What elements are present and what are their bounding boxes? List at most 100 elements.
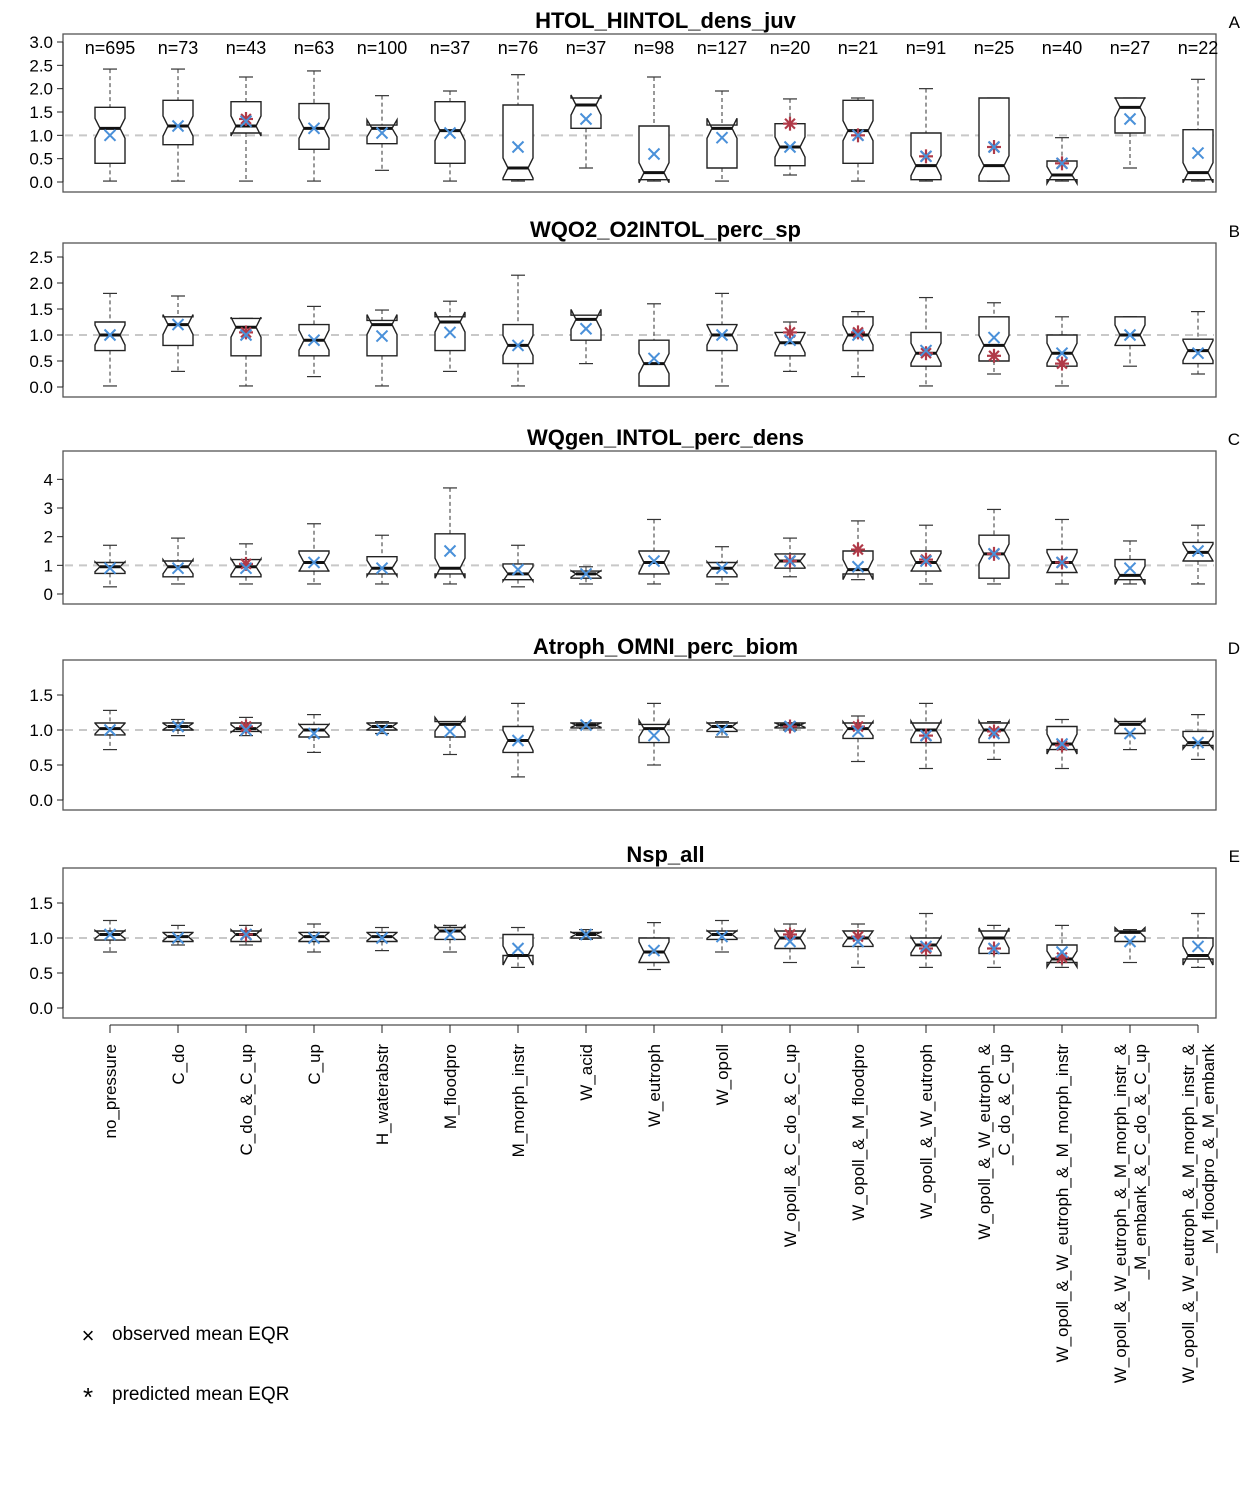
observed-mean-stroke [783,720,797,733]
y-tick-label: 0.0 [29,791,53,810]
panel-title: WQO2_O2INTOL_perc_sp [530,217,801,242]
observed-mean-marker [1123,112,1137,126]
sample-count-label: n=20 [770,38,811,58]
observed-mean-marker [715,723,729,737]
observed-mean-stroke [239,561,253,575]
panel-letter: D [1228,639,1240,658]
observed-mean-marker [919,554,933,568]
x-axis-category-labels: no_pressure C_do C_do_&_C_up C_up H_waterabs… [101,1024,1218,1383]
x-category-label: M_morph_instr [509,1044,528,1158]
observed-mean-marker [783,935,797,948]
observed-mean-marker [375,723,389,737]
observed-mean-marker [579,112,593,126]
panel-a: HTOL_HINTOL_dens_juv A 0.0 0.5 1.0 1.5 2.0 2.5 3… [29,8,1241,193]
legend-predicted-symbol: * [83,1382,93,1412]
observed-mean-marker [171,931,185,945]
observed-mean-marker [851,560,865,573]
boxplot-box [638,921,670,971]
observed-mean-marker [1191,940,1205,953]
predicted-mean-marker [239,112,253,126]
x-category-label: W_opoll_&_W_eutroph_&_M_morph_instr_& [1179,1043,1198,1383]
boxplot-box [366,534,398,585]
y-tick-label: 0 [44,585,53,604]
boxplot-box [638,518,670,585]
observed-mean-stroke [715,328,729,342]
predicted-mean-stroke [852,930,864,943]
sample-count-label: n=37 [430,38,471,58]
box-body [1046,160,1078,187]
observed-mean-marker [715,561,729,575]
observed-mean-stroke [715,131,729,144]
box-body [502,104,534,181]
observed-mean-marker [1055,346,1069,360]
panel-title: Atroph_OMNI_perc_biom [533,634,798,659]
observed-mean-marker [579,928,593,941]
boxplot-box [978,718,1010,761]
y-tick-label: 2.5 [29,56,53,75]
y-axis: 0.0 0.5 1.0 1.5 2.0 2.5 3.0 [29,33,64,192]
observed-mean-stroke [103,328,117,342]
predicted-mean-stroke [240,326,252,339]
predicted-mean-stroke [920,942,932,955]
boxplot-box [570,309,602,365]
observed-mean-stroke [1055,346,1069,360]
observed-mean-stroke [239,328,253,342]
boxplot-box [638,702,670,766]
predicted-mean-marker [783,116,797,131]
y-tick-label: 3.0 [29,33,53,52]
observed-mean-marker [987,727,1001,740]
observed-mean-marker [783,554,797,568]
observed-mean-stroke [171,720,185,733]
box-body [706,323,738,352]
boxplot-box [230,316,262,387]
x-category-label: W_opoll_&_W_eutroph_& [975,1043,994,1239]
x-category-label: W_opoll_&_C_do_&_C_up [781,1044,800,1247]
x-category-label: W_opoll_&_W_eutroph_&_M_morph_instr [1053,1044,1072,1363]
x-category-label: W_opoll_&_W_eutroph [917,1044,936,1219]
predicted-mean-marker [851,325,865,340]
predicted-mean-marker [919,941,933,956]
observed-mean-marker [1191,736,1205,749]
predicted-mean-marker [783,325,797,340]
observed-mean-marker [919,344,933,357]
boxplot-box [774,719,806,734]
boxplot-box [842,520,874,581]
box-body [638,717,670,744]
box-body [978,97,1010,182]
y-axis: 0.0 0.5 1.0 1.5 [29,686,64,810]
observed-mean-stroke [715,723,729,737]
observed-mean-marker [307,122,321,135]
sample-count-label: n=73 [158,38,199,58]
y-axis: 0.0 0.5 1.0 1.5 [29,894,64,1018]
observed-mean-marker [715,328,729,342]
observed-mean-stroke [647,147,661,161]
y-axis: 0.0 0.5 1.0 1.5 2.0 2.5 [29,248,64,397]
observed-mean-marker [647,147,661,161]
observed-mean-stroke [851,935,865,948]
y-tick-label: 1.0 [29,929,53,948]
observed-mean-stroke [1123,727,1137,740]
boxplot-box [502,274,534,387]
box-body [162,99,194,146]
sample-count-label: n=21 [838,38,879,58]
boxplot-box [1046,316,1078,387]
boxplot-box [1182,912,1214,969]
observed-mean-marker [307,931,321,945]
box-body [1114,96,1146,134]
observed-mean-marker [1055,157,1069,170]
boxplot-box [94,919,126,953]
y-tick-label: 2 [44,528,53,547]
observed-mean-marker [919,150,933,163]
panel-title: WQgen_INTOL_perc_dens [527,425,804,450]
sample-count-label: n=695 [85,38,136,58]
observed-mean-marker [171,720,185,733]
boxplot-box [298,70,330,182]
predicted-mean-marker [1055,356,1069,371]
observed-mean-marker [1123,328,1137,342]
observed-mean-stroke [443,928,457,941]
observed-mean-stroke [1123,112,1137,126]
observed-mean-marker [1123,561,1137,575]
observed-mean-marker [375,561,389,575]
legend-observed-label: observed mean EQR [112,1324,289,1345]
observed-mean-marker [443,326,457,339]
